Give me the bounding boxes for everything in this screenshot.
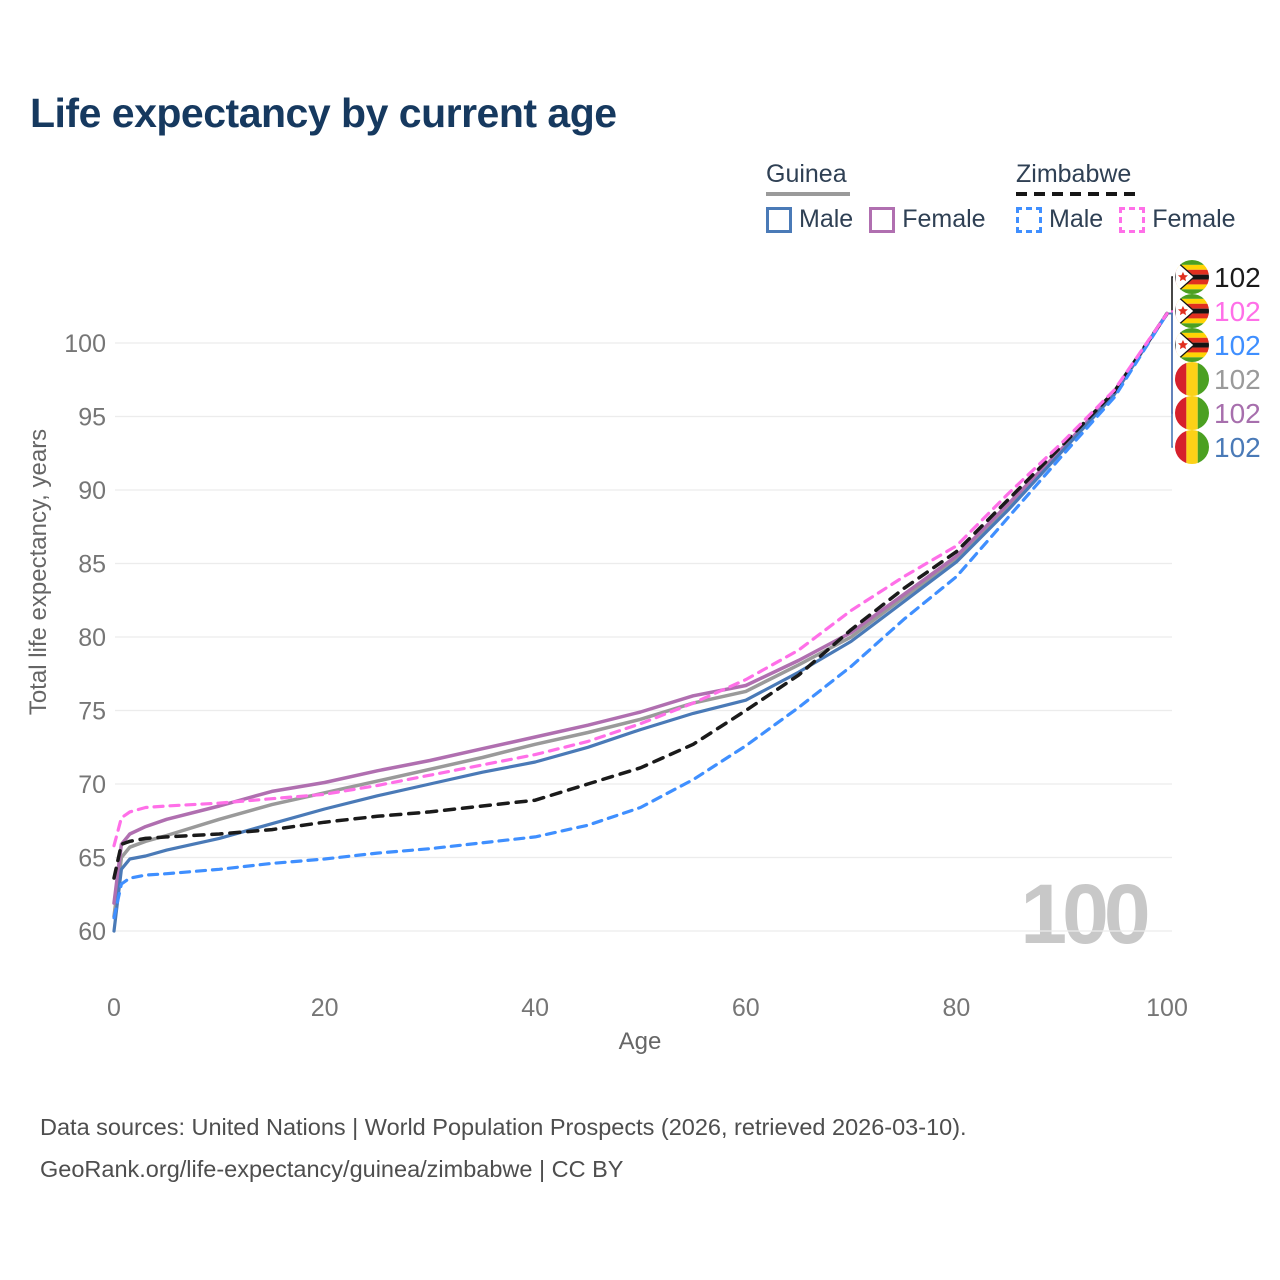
legend-country-guinea: Guinea [766,160,847,188]
zimbabwe-female-swatch-icon [1119,206,1146,233]
y-tick-label: 75 [78,698,106,726]
x-tick-label: 0 [107,994,121,1022]
end-value-label: 102 [1214,398,1261,429]
legend-item-guinea-male[interactable]: Male [766,205,853,234]
guinea-solid-line-sample [766,192,850,196]
legend-label: Female [902,205,986,233]
end-value-label: 102 [1214,432,1261,463]
zimbabwe-flag-icon [1175,294,1209,328]
zimbabwe-flag-icon [1175,328,1209,362]
y-tick-label: 65 [78,845,106,873]
zimbabwe-flag-icon [1175,260,1209,294]
series-line-guinea-total [112,311,1169,919]
y-tick-label: 70 [78,771,106,799]
legend-row-guinea: Male Female [766,205,1002,234]
legend-row-zimbabwe: Male Female [1016,205,1252,234]
legend-group-zimbabwe: Zimbabwe Male Female [1016,160,1252,234]
guinea-male-swatch-icon [766,206,792,233]
data-sources-text: Data sources: United Nations | World Pop… [40,1114,967,1140]
series-line-guinea-male [112,312,1169,933]
legend-country-zimbabwe: Zimbabwe [1016,160,1132,188]
zimbabwe-male-swatch-icon [1016,206,1042,233]
x-axis-title: Age [619,1028,662,1055]
y-axis-title: Total life expectancy, years [25,429,52,715]
x-tick-label: 100 [1146,994,1188,1022]
y-tick-label: 80 [78,624,106,652]
legend-label: Male [799,205,854,233]
y-tick-label: 90 [78,477,106,505]
legend-item-zimbabwe-male[interactable]: Male [1016,205,1103,234]
legend-item-guinea-female[interactable]: Female [869,205,986,234]
end-label-connector [1169,276,1173,315]
guinea-flag-icon [1175,396,1209,430]
series-line-zimbabwe-male [112,312,1169,920]
y-tick-label: 60 [78,918,106,946]
legend-item-zimbabwe-female[interactable]: Female [1119,205,1236,234]
end-value-label: 102 [1214,364,1261,395]
guinea-female-swatch-icon [869,206,896,233]
legend-group-guinea: Guinea Male Female [766,160,1002,234]
y-tick-label: 95 [78,404,106,432]
footer: Data sources: United Nations | World Pop… [40,1106,967,1191]
series-line-zimbabwe-female [112,312,1169,848]
legend-label: Male [1049,205,1104,233]
guinea-flag-icon [1175,430,1209,464]
age-counter-watermark: 100 [1020,867,1150,961]
end-label-connector [1169,312,1173,448]
attribution-text: GeoRank.org/life-expectancy/guinea/zimba… [40,1156,624,1183]
series-line-guinea-female [112,311,1169,905]
y-tick-label: 100 [64,330,106,358]
guinea-flag-icon [1175,362,1209,396]
x-tick-label: 40 [521,994,549,1022]
end-value-label: 102 [1214,330,1261,361]
end-value-label: 102 [1214,296,1261,327]
x-tick-label: 20 [311,994,339,1022]
end-value-label: 102 [1214,262,1261,293]
page-title: Life expectancy by current age [30,90,617,136]
y-tick-label: 85 [78,551,106,579]
x-tick-label: 80 [942,994,970,1022]
zimbabwe-dashed-line-sample [1016,192,1138,196]
x-tick-label: 60 [732,994,760,1022]
series-line-zimbabwe-total [112,311,1169,880]
legend-label: Female [1152,205,1236,233]
